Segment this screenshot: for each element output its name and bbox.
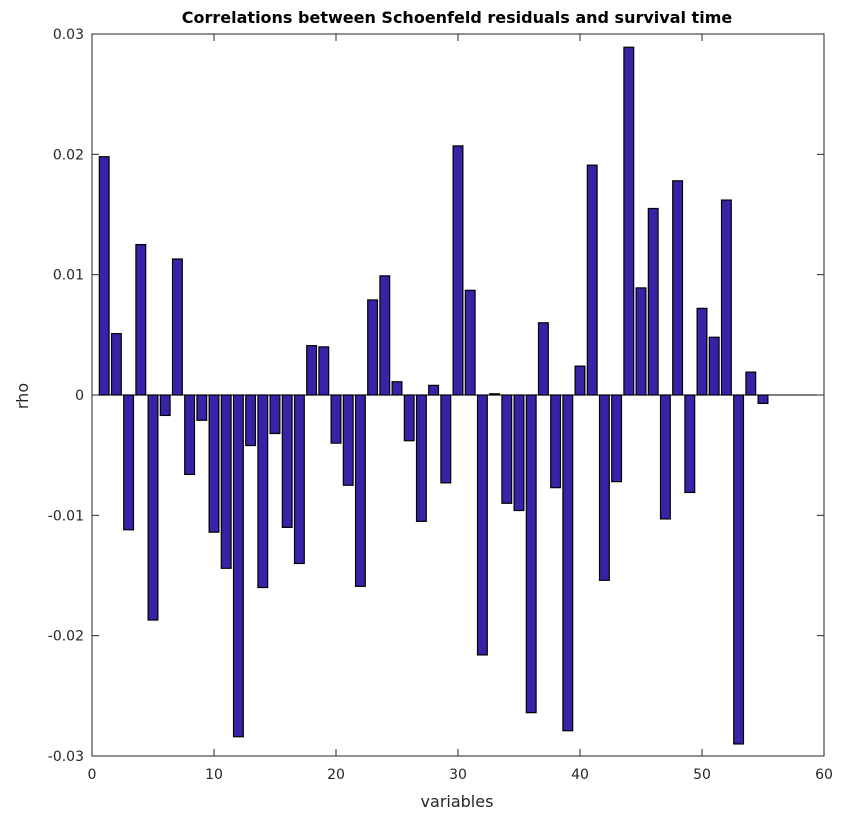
bar-4 — [135, 243, 147, 396]
bar-50 — [696, 307, 708, 396]
x-axis-label: variables — [421, 792, 494, 811]
bar-9 — [196, 394, 208, 421]
bar-48 — [672, 180, 684, 396]
bar-40 — [574, 365, 586, 396]
bar-32 — [476, 394, 488, 656]
x-tick-label: 50 — [693, 767, 711, 783]
bar-6 — [159, 394, 171, 417]
bar-18 — [306, 345, 318, 396]
bar-52 — [720, 199, 732, 396]
bar-12 — [232, 394, 244, 738]
bar-55 — [757, 394, 769, 405]
bar-49 — [684, 394, 696, 494]
bar-27 — [415, 394, 427, 522]
x-tick-label: 40 — [571, 767, 589, 783]
bar-51 — [708, 336, 720, 396]
bar-5 — [147, 394, 159, 621]
bar-24 — [379, 275, 391, 396]
bar-2 — [110, 333, 122, 396]
bar-41 — [586, 164, 598, 396]
y-tick-label: 0 — [75, 388, 84, 404]
chart-title: Correlations between Schoenfeld residual… — [182, 8, 733, 27]
bar-14 — [257, 394, 269, 589]
y-tick-label: 0.01 — [53, 268, 84, 284]
bar-43 — [611, 394, 623, 483]
bar-45 — [635, 287, 647, 396]
bar-29 — [440, 394, 452, 484]
bar-31 — [464, 289, 476, 396]
bar-30 — [452, 145, 464, 396]
y-tick-label: 0.03 — [53, 27, 84, 43]
bar-20 — [330, 394, 342, 444]
bar-13 — [245, 394, 257, 447]
x-tick-label: 20 — [327, 767, 345, 783]
y-tick-label: 0.02 — [53, 147, 84, 163]
x-tick-label: 60 — [815, 767, 833, 783]
x-axis: 0 10 20 30 40 50 60 — [88, 34, 833, 783]
bar-21 — [342, 394, 354, 486]
bar-26 — [403, 394, 415, 442]
bar-15 — [269, 394, 281, 435]
bar-38 — [550, 394, 562, 489]
bar-28 — [428, 384, 440, 396]
bar-7 — [171, 258, 183, 396]
x-tick-label: 30 — [449, 767, 467, 783]
bar-35 — [513, 394, 525, 512]
x-tick-label: 0 — [88, 767, 97, 783]
bar-37 — [537, 322, 549, 396]
bar-44 — [623, 46, 635, 396]
bar-42 — [598, 394, 610, 581]
bar-47 — [659, 394, 671, 520]
bar-23 — [367, 299, 379, 396]
y-axis: -0.03 -0.02 -0.01 0 0.01 0.02 0.03 — [48, 27, 824, 765]
bar-34 — [501, 394, 513, 504]
bar-54 — [745, 371, 757, 396]
y-tick-label: -0.02 — [48, 629, 84, 645]
bar-39 — [562, 394, 574, 732]
bars-group — [98, 46, 769, 745]
bar-53 — [733, 394, 745, 745]
x-tick-label: 10 — [205, 767, 223, 783]
y-axis-label: rho — [13, 383, 32, 409]
bar-10 — [208, 394, 220, 533]
y-tick-label: -0.03 — [48, 749, 84, 765]
bar-3 — [123, 394, 135, 531]
y-tick-label: -0.01 — [48, 508, 84, 524]
bar-22 — [354, 394, 366, 587]
bar-11 — [220, 394, 232, 569]
bar-17 — [293, 394, 305, 565]
bar-19 — [318, 346, 330, 396]
bar-46 — [647, 207, 659, 396]
bar-1 — [98, 156, 110, 396]
bar-8 — [184, 394, 196, 476]
bar-36 — [525, 394, 537, 714]
bar-25 — [391, 381, 403, 396]
bar-16 — [281, 394, 293, 528]
